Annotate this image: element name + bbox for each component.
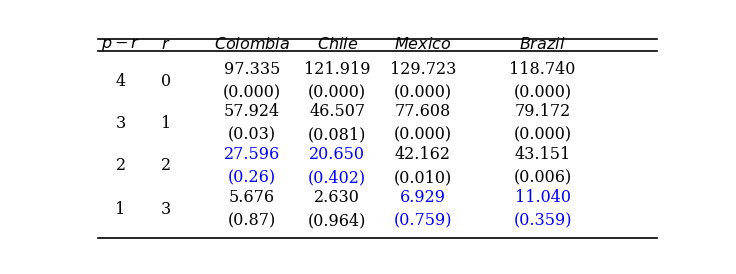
Text: 27.596: 27.596 bbox=[224, 146, 280, 163]
Text: (0.010): (0.010) bbox=[394, 169, 452, 186]
Text: 121.919: 121.919 bbox=[304, 61, 370, 78]
Text: $Colombia$: $Colombia$ bbox=[213, 36, 290, 53]
Text: 5.676: 5.676 bbox=[229, 189, 275, 206]
Text: $Mexico$: $Mexico$ bbox=[394, 36, 452, 53]
Text: (0.359): (0.359) bbox=[514, 212, 572, 229]
Text: 6.929: 6.929 bbox=[400, 189, 446, 206]
Text: $r$: $r$ bbox=[161, 36, 171, 53]
Text: 1: 1 bbox=[116, 201, 126, 218]
Text: (0.402): (0.402) bbox=[308, 169, 367, 186]
Text: 3: 3 bbox=[116, 115, 126, 132]
Text: $Chile$: $Chile$ bbox=[316, 36, 358, 53]
Text: 46.507: 46.507 bbox=[309, 104, 365, 121]
Text: (0.000): (0.000) bbox=[514, 127, 572, 144]
Text: 42.162: 42.162 bbox=[394, 146, 451, 163]
Text: 2: 2 bbox=[116, 157, 126, 174]
Text: 2.630: 2.630 bbox=[314, 189, 360, 206]
Text: $p-r$: $p-r$ bbox=[101, 36, 140, 53]
Text: 0: 0 bbox=[161, 73, 171, 90]
Text: 57.924: 57.924 bbox=[224, 104, 280, 121]
Text: 79.172: 79.172 bbox=[514, 104, 570, 121]
Text: 118.740: 118.740 bbox=[509, 61, 576, 78]
Text: (0.87): (0.87) bbox=[227, 212, 276, 229]
Text: 20.650: 20.650 bbox=[309, 146, 365, 163]
Text: (0.000): (0.000) bbox=[394, 84, 452, 101]
Text: 77.608: 77.608 bbox=[394, 104, 451, 121]
Text: (0.26): (0.26) bbox=[227, 169, 276, 186]
Text: (0.000): (0.000) bbox=[514, 84, 572, 101]
Text: 4: 4 bbox=[116, 73, 126, 90]
Text: (0.081): (0.081) bbox=[308, 127, 367, 144]
Text: 3: 3 bbox=[161, 201, 171, 218]
Text: 11.040: 11.040 bbox=[514, 189, 570, 206]
Text: (0.964): (0.964) bbox=[308, 212, 367, 229]
Text: 1: 1 bbox=[161, 115, 171, 132]
Text: (0.006): (0.006) bbox=[514, 169, 572, 186]
Text: 2: 2 bbox=[161, 157, 171, 174]
Text: (0.03): (0.03) bbox=[227, 127, 276, 144]
Text: (0.000): (0.000) bbox=[394, 127, 452, 144]
Text: 97.335: 97.335 bbox=[224, 61, 280, 78]
Text: (0.000): (0.000) bbox=[223, 84, 280, 101]
Text: (0.759): (0.759) bbox=[394, 212, 452, 229]
Text: (0.000): (0.000) bbox=[308, 84, 367, 101]
Text: $Brazil$: $Brazil$ bbox=[520, 36, 566, 53]
Text: 43.151: 43.151 bbox=[514, 146, 570, 163]
Text: 129.723: 129.723 bbox=[389, 61, 456, 78]
